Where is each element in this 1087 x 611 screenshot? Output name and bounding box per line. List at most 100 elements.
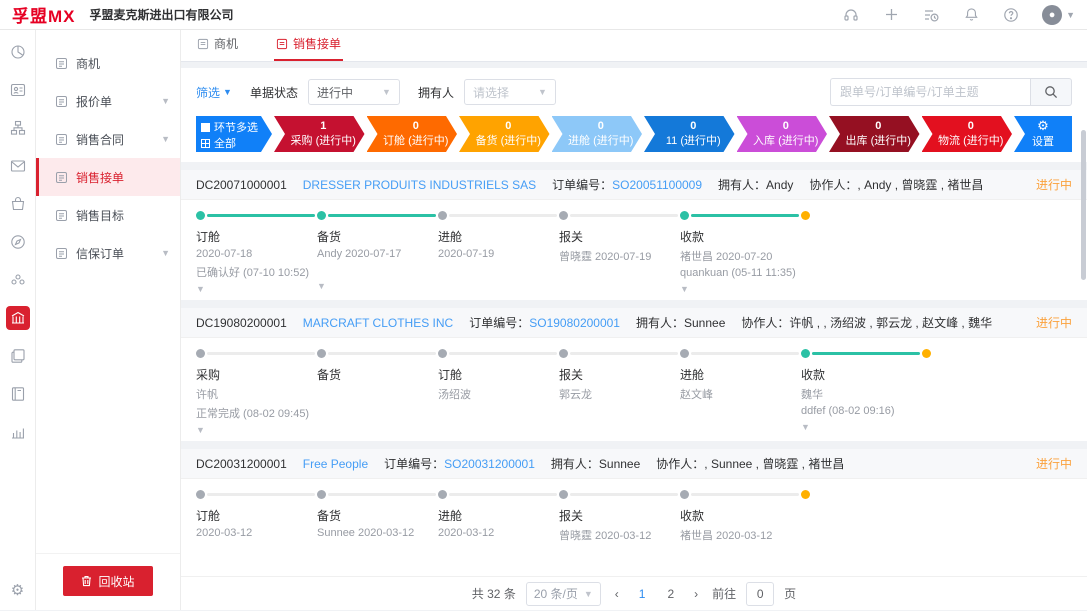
stage-filter-arrow[interactable]: 0 订舱 (进行中) [367,116,458,152]
chevron-down-icon: ▼ [382,87,391,97]
team-icon[interactable] [6,268,30,292]
stage-info-1: 汤绍波 [438,389,471,401]
owner-select[interactable]: 请选择 ▼ [463,79,556,105]
sidebar-item-销售合同[interactable]: 销售合同 ▼ [36,120,180,158]
stage-settings-button[interactable]: ⚙ 设置 [1014,116,1072,152]
order-timeline: 订舱 2020-03-12 ▼ 备货 Sunnee 2020-03-12 ▼ 进… [181,479,1087,576]
page-number-1[interactable]: 1 [638,586,646,601]
sidebar-item-商机[interactable]: 商机 ▼ [36,44,180,82]
status-badge: 进行中 [1035,178,1072,192]
stage-filter-arrow[interactable]: 0 进舱 (进行中) [552,116,643,152]
order-no-link[interactable]: SO19080200001 [529,316,620,330]
page-size-select[interactable]: 20 条/页 ▼ [525,581,601,606]
sidebar-item-报价单[interactable]: 报价单 ▼ [36,82,180,120]
headset-icon[interactable] [842,6,860,24]
todo-icon[interactable] [922,6,940,24]
sidebar-item-销售目标[interactable]: 销售目标 ▼ [36,196,180,234]
filter-row: 筛选 ▼ 单据状态 进行中 ▼ 拥有人 请选择 ▼ [196,76,1072,108]
order-card: DC20031200001 Free People 订单编号：SO2003120… [181,449,1087,576]
stage-filter-arrow[interactable]: 0 11 (进行中) [644,116,735,152]
stage-settings-label: 设置 [1032,136,1054,148]
document-icon [56,95,67,107]
tab-商机[interactable]: 商机 [195,28,240,61]
stage-name: 采购 [196,368,221,382]
stage-expand-icon[interactable]: ▼ [317,281,326,291]
stage-filter-arrow[interactable]: 0 入库 (进行中) [737,116,828,152]
timeline-stage: 报关 郭云龙 ▼ [559,348,680,435]
avatar[interactable]: ● [1042,4,1063,25]
stage-label: 订舱 (进行中) [383,134,449,147]
order-card: DC20071000001 DRESSER PRODUITS INDUSTRIE… [181,170,1087,300]
chevron-down-icon: ▼ [1066,9,1075,20]
next-page-button[interactable]: › [694,586,699,601]
stage-info-2: 正常完成 (08-02 09:45) [196,408,310,420]
timeline-stage: 收款 褚世昌 2020-03-12 ▼ [680,489,801,573]
search-button[interactable] [1030,78,1072,106]
plus-icon[interactable] [882,6,900,24]
stage-filter-arrow[interactable]: 0 物流 (进行中) [922,116,1013,152]
stage-connector [691,213,799,217]
customer-link[interactable]: DRESSER PRODUITS INDUSTRIELS SAS [302,177,537,192]
help-icon[interactable] [1002,6,1020,24]
order-header: DC20071000001 DRESSER PRODUITS INDUSTRIE… [181,170,1087,200]
all-stages-label: 全部 [214,138,236,150]
contacts-icon[interactable] [6,78,30,102]
report-icon[interactable] [6,420,30,444]
order-no-link[interactable]: SO20031200001 [444,457,535,471]
stage-info-2: ddfef (08-02 09:16) [801,405,895,417]
timeline-stage: 备货 Andy 2020-07-17 ▼ [317,210,438,294]
total-count: 共 32 条 [471,587,516,601]
stage-info-2: 已确认好 (07-10 10:52) [196,267,310,279]
stage-expand-icon[interactable]: ▼ [196,425,205,435]
sidebar-item-销售接单[interactable]: 销售接单 ▼ [36,158,180,196]
sidebar-item-信保订单[interactable]: 信保订单 ▼ [36,234,180,272]
order-no-label: 订单编号： [469,316,530,330]
tabs-bar: 商机 销售接单 [181,30,1087,62]
mail-icon[interactable] [6,154,30,178]
chevron-down-icon: ▼ [161,134,170,144]
compass-icon[interactable] [6,230,30,254]
stage-expand-icon[interactable]: ▼ [801,422,810,432]
bell-icon[interactable] [962,6,980,24]
trash-icon [82,576,92,587]
recycle-bin-button[interactable]: 回收站 [63,566,153,596]
org-icon[interactable] [6,116,30,140]
page-number-2[interactable]: 2 [667,586,675,601]
customer-link[interactable]: Free People [302,456,369,471]
stage-dot [196,210,205,220]
tab-销售接单[interactable]: 销售接单 [274,28,344,61]
settings-gear-icon[interactable]: ⚙ [10,582,25,599]
stage-name: 收款 [680,509,705,523]
order-header: DC19080200001 MARCRAFT CLOTHES INC 订单编号：… [181,308,1087,338]
multi-select-checkbox[interactable] [201,123,210,132]
customer-link[interactable]: MARCRAFT CLOTHES INC [302,315,454,330]
stage-filter-arrow[interactable]: 0 备货 (进行中) [459,116,550,152]
bag-icon[interactable] [6,192,30,216]
sidebar-item-label: 销售目标 [76,208,125,223]
stage-expand-icon[interactable]: ▼ [196,284,205,294]
stage-info-1 [317,386,438,399]
goto-page-input[interactable] [746,581,775,606]
stage-filter-arrow[interactable]: 0 出库 (进行中) [829,116,920,152]
filter-toggle[interactable]: 筛选 ▼ [196,84,232,101]
stage-filter-arrow[interactable]: 1 采购 (进行中) [274,116,365,152]
order-no-link[interactable]: SO20051100009 [612,178,703,192]
dashboard-icon[interactable] [6,40,30,64]
user-menu[interactable]: ● ▼ [1042,4,1075,25]
document-icon [56,209,67,221]
docs-icon[interactable] [6,344,30,368]
stage-label: 物流 (进行中) [938,134,1004,147]
prev-page-button[interactable]: ‹ [614,586,619,601]
stage-info-2 [559,267,680,280]
scrollbar-thumb[interactable] [1081,130,1086,280]
stage-dot [317,489,326,499]
sales-icon[interactable] [5,306,30,330]
document-icon [56,171,67,183]
status-select[interactable]: 进行中 ▼ [307,79,400,105]
stage-all-block[interactable]: 环节多选 全部 [196,116,272,152]
stage-label: 入库 (进行中) [753,134,819,147]
book-icon[interactable] [6,382,30,406]
stage-info-2 [317,402,438,415]
stage-expand-icon[interactable]: ▼ [680,284,689,294]
search-input[interactable] [830,78,1030,106]
